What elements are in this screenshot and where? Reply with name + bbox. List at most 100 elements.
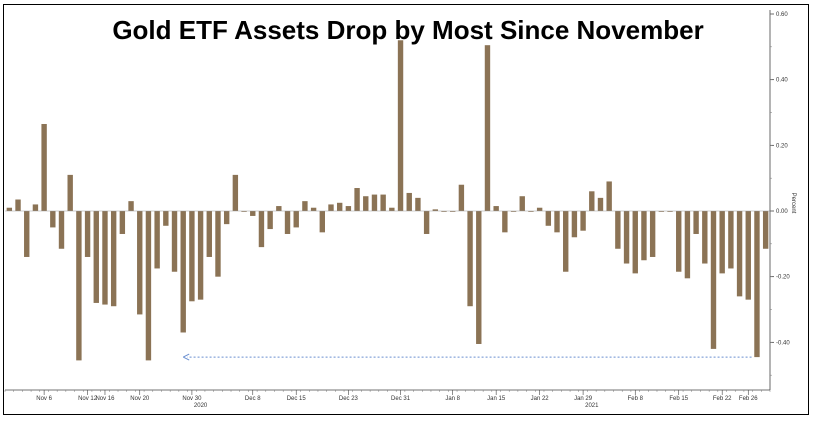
bar	[502, 211, 508, 233]
bar	[380, 194, 386, 211]
x-tick-label: Nov 16	[95, 396, 115, 402]
bar	[371, 194, 378, 211]
bar	[258, 211, 265, 248]
bar	[571, 211, 578, 238]
bar	[102, 211, 108, 305]
chart-frame	[3, 4, 809, 415]
bar	[415, 197, 421, 211]
bar	[41, 123, 47, 211]
bar	[15, 199, 21, 211]
bar	[554, 211, 560, 233]
bar	[310, 207, 317, 211]
bar	[328, 204, 334, 211]
x-tick-label: Nov 6	[36, 396, 52, 402]
x-tick-label: Nov 30	[182, 396, 202, 402]
bar	[458, 184, 465, 211]
bar	[736, 211, 743, 297]
bar	[432, 209, 439, 211]
bar	[563, 211, 569, 272]
bar	[615, 211, 621, 249]
bar	[606, 181, 612, 211]
bar	[128, 201, 134, 211]
bar	[336, 202, 343, 211]
bar	[597, 197, 604, 211]
bar	[93, 211, 99, 303]
x-tick-label: Feb 26	[739, 396, 758, 402]
bar	[580, 211, 586, 231]
bar	[536, 207, 543, 211]
bar	[658, 211, 665, 212]
bar	[6, 207, 13, 211]
bar	[493, 206, 499, 211]
bar	[197, 211, 204, 300]
bar	[510, 211, 517, 212]
x-tick-label: Feb 8	[628, 396, 644, 402]
bar	[545, 211, 552, 226]
bar	[684, 211, 691, 279]
bar	[232, 174, 239, 211]
bar	[84, 211, 91, 257]
y-tick-label: 0.00	[776, 209, 788, 215]
x-tick-label: Nov 20	[130, 396, 150, 402]
bar	[215, 211, 221, 277]
bar	[693, 211, 699, 234]
bar	[423, 211, 430, 234]
bar	[623, 211, 630, 264]
bar	[354, 188, 360, 211]
bar	[702, 211, 708, 264]
x-tick-label: Dec 15	[287, 396, 307, 402]
bar	[32, 204, 39, 211]
bar	[267, 211, 273, 230]
x-year-label: 2020	[194, 403, 208, 409]
bar	[145, 211, 152, 361]
bar	[641, 211, 647, 261]
y-axis: 0.60 0.40 0.20 0.00 -0.20 -0.40	[769, 10, 790, 390]
bar	[745, 211, 751, 300]
bar	[441, 211, 447, 212]
bar	[519, 196, 525, 211]
x-tick-label: Jan 8	[445, 396, 460, 402]
bar	[241, 211, 247, 212]
bar	[397, 40, 404, 211]
bar	[649, 211, 656, 257]
bar	[189, 211, 195, 302]
bar	[302, 201, 308, 211]
bar	[24, 211, 30, 257]
y-tick-label: -0.40	[776, 340, 790, 346]
bar	[363, 196, 369, 211]
bar	[319, 211, 325, 233]
annotation-arrowhead	[182, 353, 190, 361]
bar	[58, 211, 65, 249]
bar	[50, 211, 56, 228]
bar	[276, 206, 282, 211]
y-tick-label: 0.60	[776, 12, 788, 18]
bar	[406, 192, 412, 211]
bar	[710, 211, 717, 349]
bar	[762, 211, 769, 249]
bar	[467, 211, 473, 307]
bar	[484, 45, 491, 211]
bar	[137, 211, 143, 315]
x-tick-label: Dec 23	[339, 396, 359, 402]
x-tick-label: Feb 22	[713, 396, 732, 402]
bar	[728, 211, 734, 269]
bar	[223, 211, 230, 225]
bar	[476, 211, 482, 344]
bar	[180, 211, 186, 333]
bar	[206, 211, 212, 257]
x-tick-label: Dec 31	[391, 396, 411, 402]
bar	[110, 211, 117, 307]
bar	[389, 207, 395, 211]
bar	[719, 211, 725, 274]
bar	[154, 211, 160, 269]
bar	[450, 211, 456, 212]
y-axis-label: Percent	[790, 193, 796, 214]
bar	[163, 211, 169, 226]
x-tick-label: Jan 22	[531, 396, 550, 402]
bars-group	[5, 40, 770, 361]
bar	[676, 211, 682, 272]
bar	[754, 211, 760, 358]
x-tick-label: Jan 29	[574, 396, 593, 402]
